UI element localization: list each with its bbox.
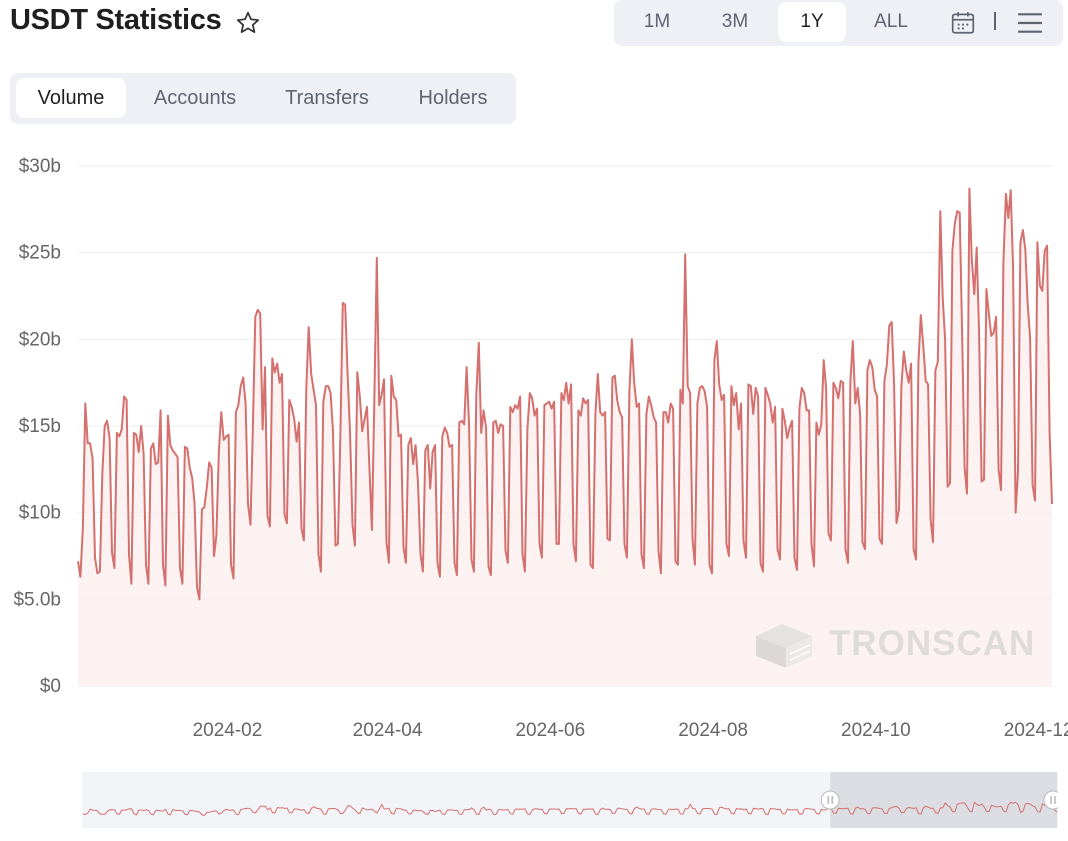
star-outline-icon[interactable] <box>235 10 261 36</box>
handle-knob <box>820 790 840 810</box>
range-navigator[interactable] <box>82 772 1058 828</box>
page-title: USDT Statistics <box>10 4 222 36</box>
range-button-1y[interactable]: 1Y <box>778 2 846 42</box>
x-tick-label: 2024-08 <box>678 720 748 741</box>
y-tick-label: $0 <box>40 676 61 697</box>
tronscan-logo-icon <box>756 624 812 668</box>
tronscan-watermark: TRONSCAN <box>752 618 1034 674</box>
x-tick-label: 2024-04 <box>353 720 423 741</box>
watermark-text: TRONSCAN <box>829 624 1036 663</box>
x-tick-label: 2024-06 <box>515 720 585 741</box>
y-tick-label: $15b <box>19 416 61 437</box>
series-line <box>77 187 1053 601</box>
y-tick-label: $5.0b <box>13 589 61 610</box>
navigator-handle-right[interactable] <box>1043 790 1058 810</box>
y-tick-label: $30b <box>19 156 61 177</box>
navigator-selection <box>830 772 1057 828</box>
volume-chart: $0 $5.0b $10b $15b $20b $25b $30b 2024-02 2024-0… <box>13 156 1068 741</box>
tab-accounts[interactable]: Accounts <box>153 87 237 109</box>
range-button-1m[interactable]: 1M <box>643 11 671 32</box>
y-tick-label: $10b <box>19 503 61 524</box>
tab-volume[interactable]: Volume <box>16 78 126 118</box>
navigator-line <box>82 801 1058 816</box>
tab-holders[interactable]: Holders <box>418 87 488 109</box>
y-tick-label: $20b <box>19 329 61 350</box>
metric-tabs: Volume Accounts Transfers Holders <box>10 73 516 124</box>
x-tick-label: 2024-10 <box>841 720 911 741</box>
y-tick-label: $25b <box>19 243 61 264</box>
time-range-selector: 1M 3M 1Y ALL <box>614 0 1063 46</box>
x-tick-label: 2024-12 <box>1004 720 1068 741</box>
x-tick-label: 2024-02 <box>193 720 263 741</box>
range-button-all[interactable]: ALL <box>874 11 908 32</box>
calendar-icon[interactable] <box>950 10 976 36</box>
divider <box>994 12 996 30</box>
hamburger-menu-icon[interactable] <box>1017 11 1043 35</box>
tab-transfers[interactable]: Transfers <box>285 87 369 109</box>
range-button-3m[interactable]: 3M <box>721 11 749 32</box>
navigator-handle-left[interactable] <box>820 790 840 810</box>
